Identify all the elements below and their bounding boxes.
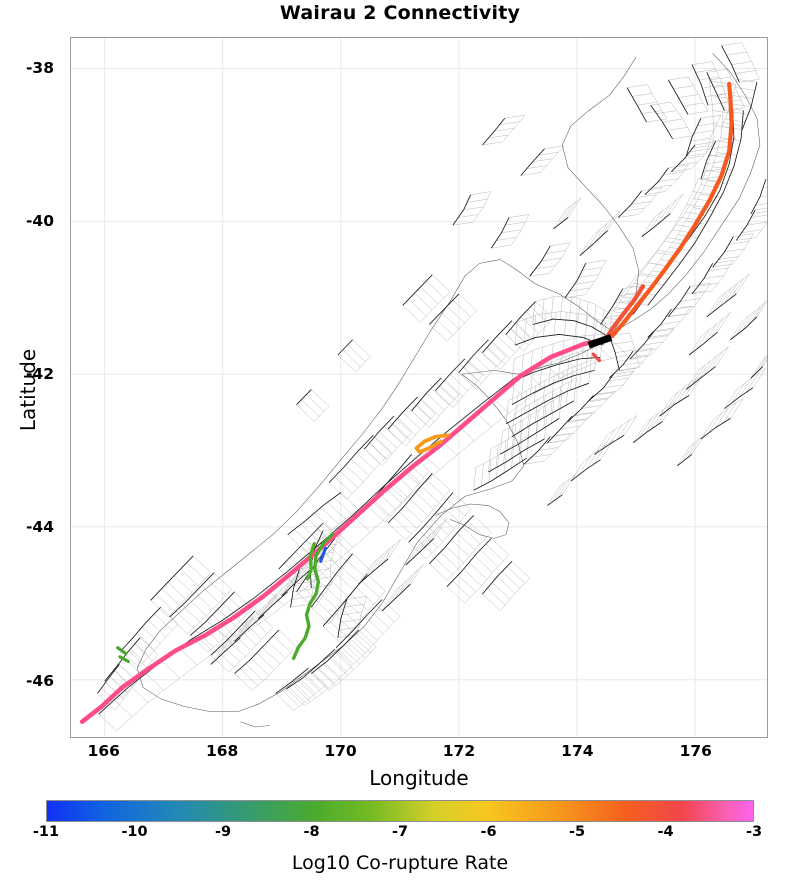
- y-tick-label: -42: [25, 365, 54, 384]
- map-plot-area[interactable]: [70, 37, 768, 738]
- rupture-blue-short-otago: [319, 546, 327, 563]
- fault-network-map: [71, 38, 767, 737]
- x-tick-label: 170: [324, 742, 357, 760]
- x-tick-label: 172: [442, 742, 476, 760]
- colorbar-gradient: [46, 800, 754, 822]
- rupture-green-southwest-a: [116, 646, 128, 656]
- rupture-alpine-fault-main: [79, 335, 612, 725]
- x-tick-label: 174: [561, 742, 594, 760]
- y-tick-label: -40: [25, 211, 54, 230]
- y-axis-tick-labels: -38 -40 -42 -44 -46: [0, 37, 62, 738]
- x-axis-label: Longitude: [369, 766, 469, 790]
- colorbar-container: -11 -10 -9 -8 -7 -6 -5 -4 -3: [33, 800, 762, 846]
- colorbar-tick-label: -9: [214, 824, 232, 840]
- x-axis-tick-labels: 166 168 170 172 174 176: [70, 742, 768, 766]
- coastline: [136, 53, 761, 728]
- colorbar-tick-label: -8: [303, 824, 320, 840]
- page-title: Wairau 2 Connectivity: [279, 2, 521, 24]
- colorbar-label: Log10 Co-rupture Rate: [291, 852, 509, 874]
- rupture-green-otago-upper: [306, 542, 316, 581]
- fault-traces: [97, 45, 767, 715]
- rupture-hikurangi-north: [610, 81, 734, 339]
- rupture-orange-branch-central: [414, 433, 451, 454]
- grid-lines: [71, 38, 767, 737]
- colorbar-tick-labels: -11 -10 -9 -8 -7 -6 -5 -4 -3: [33, 824, 762, 846]
- colorbar-tick-label: -4: [657, 824, 674, 840]
- rupture-short-red-stub-south: [591, 352, 602, 363]
- colorbar-tick-label: -6: [480, 824, 497, 840]
- corupture-segments: [79, 81, 734, 725]
- colorbar-tick-label: -5: [568, 824, 586, 840]
- rupture-green-otago-long: [291, 532, 335, 661]
- colorbar-tick-label: -7: [391, 824, 409, 840]
- y-tick-label: -38: [25, 58, 54, 77]
- x-tick-label: 176: [679, 742, 712, 760]
- rupture-marlborough-splay: [603, 284, 646, 342]
- y-tick-label: -46: [25, 671, 54, 690]
- colorbar-tick-label: -3: [745, 824, 763, 840]
- y-tick-label: -44: [25, 518, 54, 537]
- rupture-green-southwest-b: [118, 655, 130, 664]
- colorbar-tick-label: -10: [121, 824, 148, 840]
- colorbar-tick-label: -11: [32, 824, 60, 840]
- x-tick-label: 166: [87, 742, 120, 760]
- x-tick-label: 168: [205, 742, 239, 760]
- source-fault-wairau-2: [587, 334, 613, 349]
